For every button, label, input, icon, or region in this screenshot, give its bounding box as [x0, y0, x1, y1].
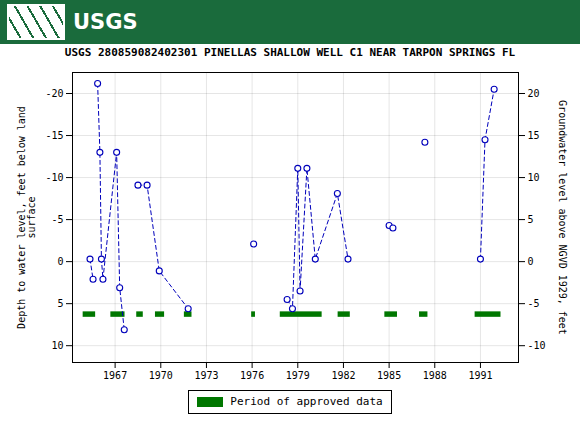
svg-text:1970: 1970 — [149, 370, 173, 381]
svg-text:0: 0 — [528, 256, 534, 267]
svg-text:-20: -20 — [45, 88, 63, 99]
html-text:USGS: USGS — [73, 10, 138, 34]
svg-text:15: 15 — [528, 130, 540, 141]
svg-text:1982: 1982 — [331, 370, 355, 381]
svg-text:1967: 1967 — [103, 370, 127, 381]
svg-text:Groundwater level above NGVD 1: Groundwater level above NGVD 1929, feet — [557, 100, 568, 335]
svg-text:0: 0 — [57, 256, 63, 267]
svg-text:10: 10 — [528, 172, 540, 183]
svg-text:-10: -10 — [528, 340, 546, 351]
svg-text:1973: 1973 — [194, 370, 218, 381]
svg-text:1976: 1976 — [240, 370, 264, 381]
svg-text:-5: -5 — [51, 214, 63, 225]
svg-text:5: 5 — [57, 298, 63, 309]
html-text:Period of approved data: Period of approved data — [230, 395, 383, 408]
svg-text:20: 20 — [528, 88, 540, 99]
svg-text:10: 10 — [51, 340, 63, 351]
svg-text:Depth to water level, feet bel: Depth to water level, feet below landsur… — [16, 106, 37, 329]
svg-text:-10: -10 — [45, 172, 63, 183]
svg-text:-15: -15 — [45, 130, 63, 141]
svg-text:1988: 1988 — [423, 370, 447, 381]
html-text:USGS 280859082402301 PINELLAS: USGS 280859082402301 PINELLAS SHALLOW WE… — [64, 46, 516, 59]
svg-text:1979: 1979 — [286, 370, 310, 381]
svg-text:-5: -5 — [528, 298, 540, 309]
svg-text:5: 5 — [528, 214, 534, 225]
svg-text:1985: 1985 — [377, 370, 401, 381]
svg-text:1991: 1991 — [468, 370, 492, 381]
